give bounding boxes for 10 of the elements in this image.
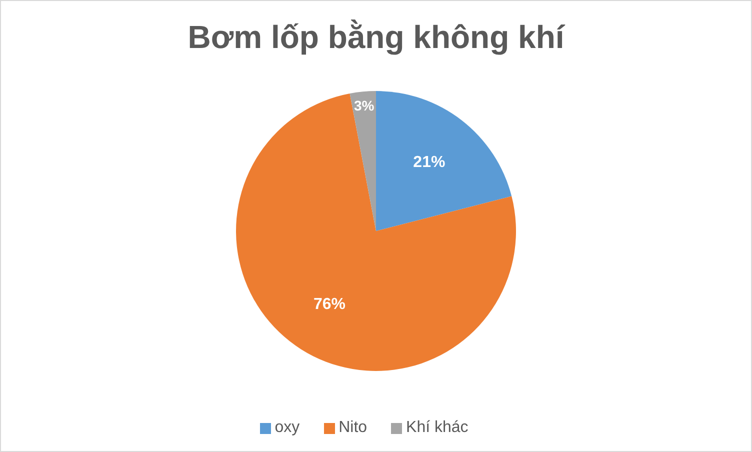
data-label: 3% [354, 98, 375, 114]
legend-label: Khí khác [406, 419, 468, 436]
chart-title: Bơm lốp bằng không khí [186, 19, 566, 56]
data-label: 21% [413, 154, 446, 171]
pie-slice [350, 91, 376, 231]
pie-slice [376, 91, 512, 231]
legend-label: oxy [274, 419, 300, 436]
legend-label: Nito [338, 419, 368, 436]
pie-slice [236, 93, 516, 371]
data-label: 76% [313, 296, 346, 313]
